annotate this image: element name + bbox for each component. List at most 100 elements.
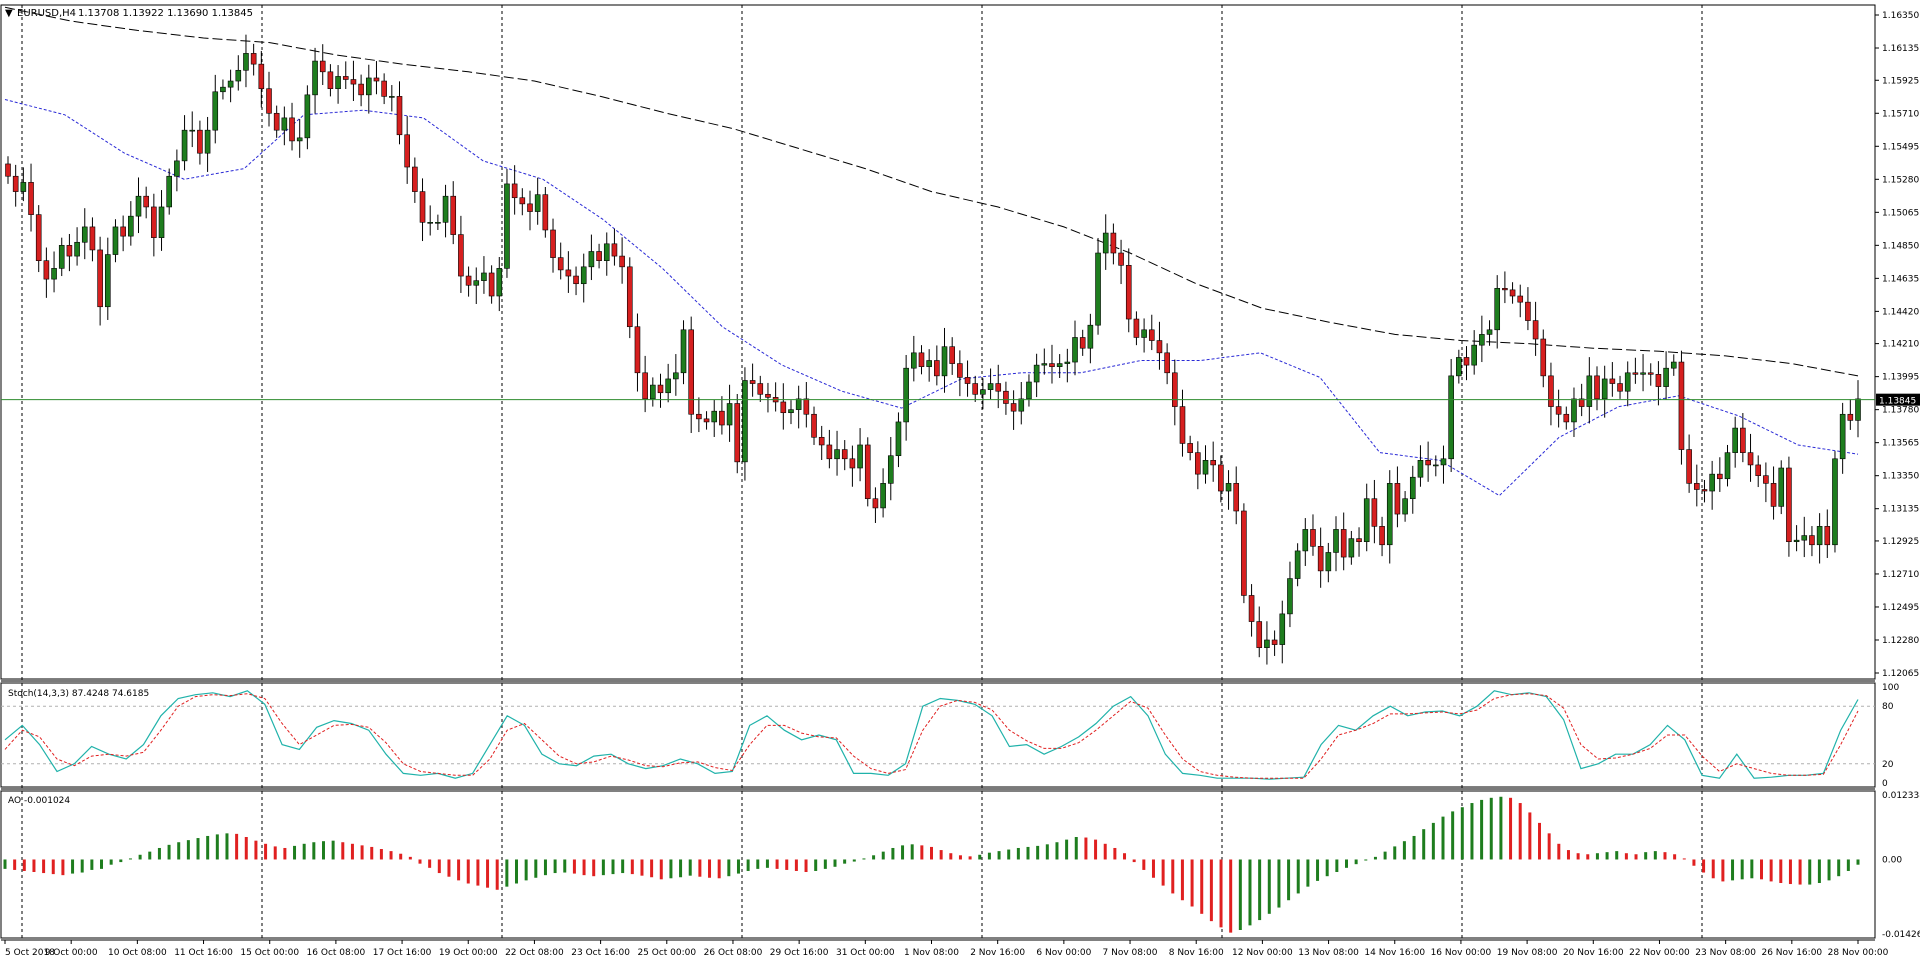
bull-candle (1724, 452, 1731, 480)
price-tick-label: 1.14420 (1882, 307, 1919, 317)
bull-candle (1448, 375, 1454, 460)
bear-candle (1379, 526, 1385, 546)
bull-candle (1333, 529, 1339, 553)
bear-candle (258, 63, 265, 90)
bear-candle (197, 129, 203, 154)
bear-candle (465, 275, 472, 286)
bull-candle (473, 280, 480, 286)
moving-averages (4, 6, 1859, 497)
bear-candle (841, 449, 848, 460)
price-tick-label: 1.12925 (1882, 537, 1919, 547)
bear-candle (1463, 357, 1470, 366)
time-tick-label: 25 Oct 00:00 (637, 948, 696, 958)
bull-candle (1732, 427, 1738, 453)
bear-candle (611, 243, 618, 257)
bear-candle (350, 79, 357, 85)
bear-candle (1164, 352, 1170, 374)
stoch-tick-label: 100 (1882, 683, 1899, 693)
bull-candle (1294, 550, 1301, 579)
stoch-tick-label: 80 (1882, 702, 1894, 712)
bull-candle (711, 410, 718, 423)
bear-candle (1763, 475, 1769, 484)
bear-candle (1563, 413, 1570, 423)
bull-candle (281, 117, 288, 131)
bull-candle (603, 243, 610, 261)
bull-candle (104, 254, 111, 308)
stoch-main-line (4, 690, 1859, 780)
bull-candle (212, 91, 219, 131)
bull-candle (174, 160, 180, 177)
bull-candle (1026, 381, 1032, 400)
bull-candle (580, 266, 587, 285)
bull-candle (1433, 464, 1439, 467)
bull-candle (1486, 329, 1493, 335)
time-tick-label: 6 Nov 00:00 (1036, 948, 1091, 958)
time-tick-label: 7 Nov 08:00 (1103, 948, 1158, 958)
ao-tick-label: 0.00 (1882, 855, 1902, 865)
bull-candle (1363, 498, 1370, 543)
bear-candle (818, 436, 825, 446)
price-tick-label: 1.12710 (1882, 570, 1919, 580)
bull-candle (365, 77, 372, 96)
bull-candle (335, 76, 341, 90)
bull-candle (504, 183, 510, 269)
bear-candle (1148, 329, 1155, 341)
bear-candle (703, 418, 710, 423)
bull-candle (1440, 458, 1447, 466)
bull-candle (1586, 375, 1593, 407)
bear-candle (918, 352, 925, 367)
current-price-label: 1.13845 (1879, 397, 1916, 407)
time-tick-label: 26 Oct 08:00 (704, 948, 763, 958)
bear-candle (688, 329, 694, 415)
bear-candle (1655, 374, 1662, 387)
bear-candle (1118, 252, 1124, 266)
bear-candle (1525, 301, 1531, 321)
bear-candle (1256, 621, 1263, 648)
bear-candle (1218, 464, 1224, 492)
bear-candle (1786, 467, 1792, 543)
price-tick-label: 1.13135 (1882, 505, 1919, 515)
bull-candle (1709, 473, 1715, 492)
stoch-signal-line (4, 693, 1859, 779)
bull-candle (1325, 552, 1332, 572)
bull-candle (1793, 539, 1800, 543)
bear-candle (1755, 464, 1762, 476)
bull-candle (1670, 361, 1677, 369)
bear-candle (143, 195, 149, 208)
bear-candle (89, 226, 96, 251)
triangle-down-icon[interactable]: ▼ (5, 8, 13, 19)
bear-candle (765, 393, 771, 398)
bear-candle (757, 383, 764, 395)
price-tick-label: 1.16135 (1882, 44, 1919, 54)
bull-candle (887, 455, 894, 484)
bull-candle (1202, 460, 1209, 475)
price-axis: 1.16350 1.16135 1.15925 1.15710 1.15495 1.152… (1875, 11, 1920, 940)
bear-candle (573, 275, 579, 285)
bull-candle (1302, 529, 1309, 552)
bull-candle (166, 175, 173, 208)
price-tick-label: 1.14635 (1882, 274, 1919, 284)
bull-candle (112, 226, 119, 255)
bear-candle (1187, 443, 1193, 453)
bull-candle (1064, 361, 1071, 364)
bear-candle (1371, 498, 1378, 527)
time-tick-label: 29 Oct 16:00 (770, 948, 829, 958)
bear-candle (327, 71, 334, 90)
price-tick-label: 1.13780 (1882, 406, 1919, 416)
time-tick-label: 5 Oct 2018 (5, 948, 55, 958)
bull-candle (926, 360, 932, 367)
bear-candle (273, 112, 280, 131)
bull-candle (1056, 363, 1063, 367)
bear-candle (35, 214, 42, 261)
bear-candle (1271, 639, 1278, 645)
bear-candle (373, 77, 380, 82)
bear-candle (550, 229, 556, 258)
bear-candle (1594, 375, 1600, 400)
bear-candle (1010, 403, 1017, 412)
bull-candle (1801, 535, 1808, 541)
bull-candle (235, 69, 242, 82)
time-tick-label: 22 Oct 08:00 (505, 948, 564, 958)
bear-candle (1356, 538, 1362, 543)
